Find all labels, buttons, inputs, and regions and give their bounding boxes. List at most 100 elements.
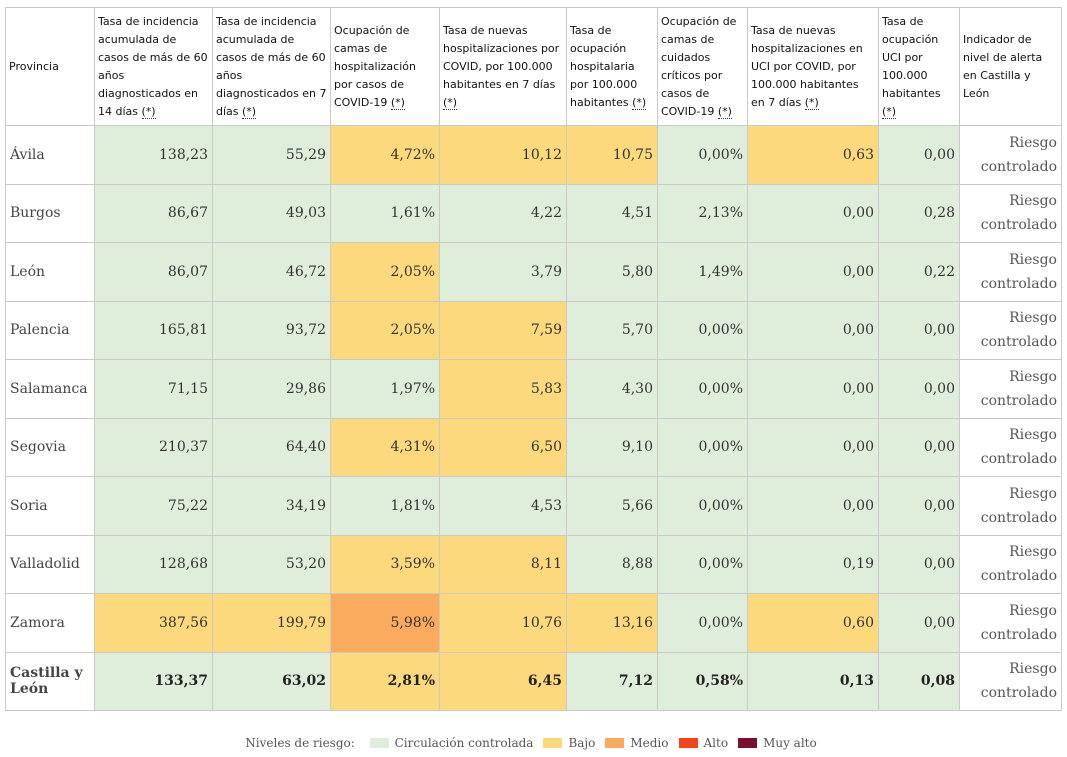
value-cell: 0,08	[878, 651, 960, 711]
value-cell: 8,11	[439, 534, 567, 594]
value-cell: 0,28	[878, 183, 960, 243]
value-cell: 0,00	[747, 183, 879, 243]
legend-item: Alto	[678, 735, 729, 750]
value-cell: 0,00	[747, 359, 879, 419]
value-cell: 0,00%	[657, 476, 748, 536]
value-cell: 0,00	[878, 359, 960, 419]
table-row: Segovia 210,37 64,40 4,31% 6,50 9,10 0,00% 0,00…	[5, 417, 1062, 477]
legend-label: Circulación controlada	[394, 735, 534, 750]
header-label: Ocupación de camas de cuidados críticos …	[661, 14, 737, 118]
value-cell: 3,59%	[330, 534, 440, 594]
reference-link[interactable]: (*)	[804, 95, 819, 110]
value-cell: 0,19	[747, 534, 879, 594]
legend-item: Circulación controlada	[369, 735, 534, 750]
header-row: Provincia Tasa de incidencia acumulada d…	[5, 7, 1062, 126]
alert-indicator-cell: Riesgo controlado	[959, 476, 1062, 536]
provincia-cell: Palencia	[5, 300, 95, 360]
risk-indicators-table: Provincia Tasa de incidencia acumulada d…	[5, 7, 1062, 711]
value-cell: 0,00	[747, 476, 879, 536]
table-row: Soria 75,22 34,19 1,81% 4,53 5,66 0,00% 0,00 0,0…	[5, 476, 1062, 536]
reference-link[interactable]: (*)	[882, 104, 897, 119]
reference-link[interactable]: (*)	[141, 104, 156, 119]
value-cell: 1,61%	[330, 183, 440, 243]
value-cell: 210,37	[94, 417, 213, 477]
value-cell: 10,12	[439, 125, 567, 185]
value-cell: 0,00	[878, 125, 960, 185]
value-cell: 5,98%	[330, 593, 440, 653]
value-cell: 387,56	[94, 593, 213, 653]
header-alert-indicator: Indicador de nivel de alerta en Castilla…	[959, 7, 1062, 126]
legend-swatch	[543, 738, 563, 748]
provincia-cell: Segovia	[5, 417, 95, 477]
legend-swatch	[369, 738, 389, 748]
value-cell: 63,02	[212, 651, 331, 711]
header-icu-occupancy-rate: Tasa de ocupación UCI por 100.000 habita…	[878, 7, 960, 126]
legend-items: Circulación controlada Bajo Medio Alto Muy a…	[365, 735, 822, 750]
header-provincia: Provincia	[5, 7, 95, 126]
value-cell: 1,97%	[330, 359, 440, 419]
table-row: Burgos 86,67 49,03 1,61% 4,22 4,51 2,13% 0,00 0,…	[5, 183, 1062, 243]
value-cell: 138,23	[94, 125, 213, 185]
value-cell: 133,37	[94, 651, 213, 711]
legend-label: Bajo	[568, 735, 596, 750]
value-cell: 5,66	[566, 476, 658, 536]
alert-indicator-cell: Riesgo controlado	[959, 300, 1062, 360]
value-cell: 5,83	[439, 359, 567, 419]
reference-link[interactable]: (*)	[443, 95, 458, 110]
value-cell: 4,22	[439, 183, 567, 243]
reference-link[interactable]: (*)	[390, 95, 405, 110]
table-body: Ávila 138,23 55,29 4,72% 10,12 10,75 0,00% 0,63…	[5, 125, 1062, 711]
value-cell: 10,75	[566, 125, 658, 185]
reference-link[interactable]: (*)	[242, 104, 257, 119]
header-label: Tasa de ocupación hospitalaria por 100.0…	[570, 23, 638, 109]
legend-item: Bajo	[543, 736, 595, 750]
value-cell: 6,50	[439, 417, 567, 477]
table-row: Zamora 387,56 199,79 5,98% 10,76 13,16 0,00% 0,…	[5, 593, 1062, 653]
alert-indicator-cell: Riesgo controlado	[959, 651, 1062, 711]
header-incidence-7d: Tasa de incidencia acumulada de casos de…	[212, 7, 331, 126]
table-row: Salamanca 71,15 29,86 1,97% 5,83 4,30 0,00% 0,0…	[5, 359, 1062, 419]
reference-link[interactable]: (*)	[632, 95, 647, 110]
table-row: Ávila 138,23 55,29 4,72% 10,12 10,75 0,00% 0,63…	[5, 125, 1062, 185]
provincia-cell: Zamora	[5, 593, 95, 653]
header-label: Tasa de nuevas hospitalizaciones en UCI …	[751, 23, 863, 109]
value-cell: 1,81%	[330, 476, 440, 536]
value-cell: 86,67	[94, 183, 213, 243]
value-cell: 0,63	[747, 125, 879, 185]
legend-swatch	[738, 738, 758, 748]
value-cell: 29,86	[212, 359, 331, 419]
value-cell: 6,45	[439, 651, 567, 711]
value-cell: 64,40	[212, 417, 331, 477]
value-cell: 0,00	[747, 242, 879, 302]
header-new-icu-hospitalizations: Tasa de nuevas hospitalizaciones en UCI …	[747, 7, 879, 126]
alert-indicator-cell: Riesgo controlado	[959, 593, 1062, 653]
header-label: Tasa de nuevas hospitalizaciones por COV…	[443, 23, 560, 91]
legend-label: Alto	[703, 735, 729, 750]
value-cell: 0,00	[878, 534, 960, 594]
value-cell: 4,30	[566, 359, 658, 419]
value-cell: 128,68	[94, 534, 213, 594]
table-row: Valladolid 128,68 53,20 3,59% 8,11 8,88 0,00% 0…	[5, 534, 1062, 594]
reference-link[interactable]: (*)	[717, 104, 732, 119]
value-cell: 0,00%	[657, 359, 748, 419]
header-label: Tasa de incidencia acumulada de casos de…	[98, 14, 208, 118]
value-cell: 0,00%	[657, 534, 748, 594]
value-cell: 46,72	[212, 242, 331, 302]
value-cell: 4,51	[566, 183, 658, 243]
value-cell: 165,81	[94, 300, 213, 360]
legend-swatch	[678, 738, 698, 748]
value-cell: 0,00%	[657, 125, 748, 185]
provincia-cell: Ávila	[5, 125, 95, 185]
value-cell: 7,59	[439, 300, 567, 360]
value-cell: 10,76	[439, 593, 567, 653]
value-cell: 0,00%	[657, 593, 748, 653]
value-cell: 13,16	[566, 593, 658, 653]
value-cell: 4,53	[439, 476, 567, 536]
value-cell: 0,58%	[657, 651, 748, 711]
value-cell: 199,79	[212, 593, 331, 653]
value-cell: 86,07	[94, 242, 213, 302]
value-cell: 0,00	[878, 593, 960, 653]
value-cell: 9,10	[566, 417, 658, 477]
legend-label: Medio	[630, 735, 669, 750]
header-label: Tasa de incidencia acumulada de casos de…	[216, 14, 327, 118]
